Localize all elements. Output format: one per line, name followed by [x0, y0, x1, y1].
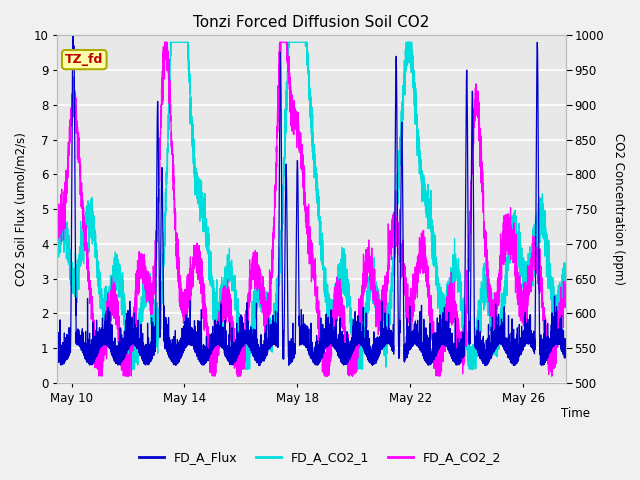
Title: Tonzi Forced Diffusion Soil CO2: Tonzi Forced Diffusion Soil CO2: [193, 15, 429, 30]
Y-axis label: CO2 Concentration (ppm): CO2 Concentration (ppm): [612, 133, 625, 285]
Y-axis label: CO2 Soil Flux (umol/m2/s): CO2 Soil Flux (umol/m2/s): [15, 132, 28, 286]
Legend: FD_A_Flux, FD_A_CO2_1, FD_A_CO2_2: FD_A_Flux, FD_A_CO2_1, FD_A_CO2_2: [134, 446, 506, 469]
X-axis label: Time: Time: [561, 407, 590, 420]
Text: TZ_fd: TZ_fd: [65, 53, 104, 66]
